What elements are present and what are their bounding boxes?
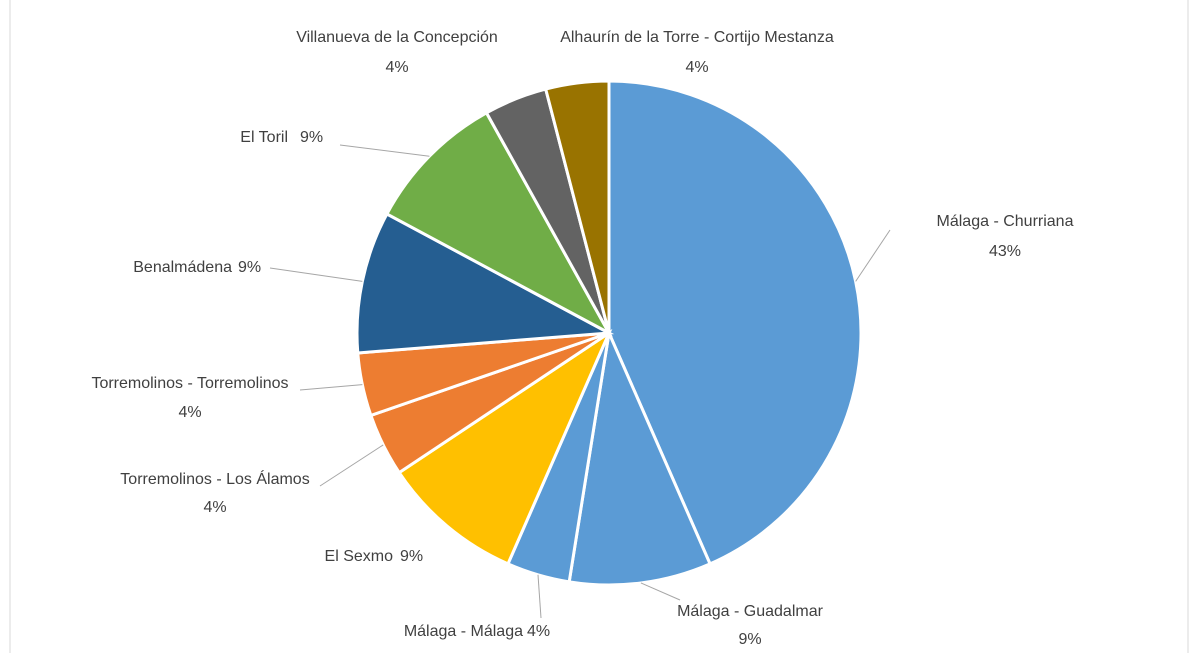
slice-label: Villanueva de la Concepción	[296, 29, 498, 46]
slice-value-label: 43%	[989, 243, 1021, 260]
slice-label: Málaga - Málaga	[404, 623, 523, 640]
slice-value-label: 9%	[300, 129, 323, 146]
slice-value-label: 9%	[738, 631, 761, 648]
leader-line	[855, 229, 891, 282]
slice-value-label: 4%	[203, 499, 226, 516]
slice-value-label: 4%	[178, 404, 201, 421]
slice-label: Alhaurín de la Torre - Cortijo Mestanza	[560, 29, 834, 46]
chart-frame	[9, 0, 1189, 653]
leader-line	[299, 384, 363, 391]
slice-label: El Toril	[240, 129, 288, 146]
leader-line	[269, 267, 363, 282]
leader-line	[339, 144, 430, 157]
slice-value-label: 4%	[527, 623, 550, 640]
slice-value-label: 4%	[385, 59, 408, 76]
pie-slice	[607, 79, 863, 566]
slice-label: Benalmádena	[133, 259, 232, 276]
leader-line	[537, 574, 542, 619]
slice-label: Torremolinos - Los Álamos	[120, 469, 309, 488]
slice-label: Málaga - Churriana	[937, 213, 1074, 230]
leader-line	[319, 444, 384, 487]
leader-line	[640, 582, 681, 601]
slice-label: El Sexmo	[325, 548, 394, 565]
slice-label: Málaga - Guadalmar	[677, 603, 824, 620]
slice-value-label: 9%	[400, 548, 423, 565]
pie-slice	[543, 79, 611, 334]
pie-slice	[397, 328, 613, 566]
slice-label: Torremolinos - Torremolinos	[91, 375, 288, 392]
pie-slice	[384, 110, 613, 337]
slice-value-label: 9%	[238, 259, 261, 276]
slice-value-label: 4%	[685, 59, 708, 76]
pie-slice	[355, 211, 615, 355]
pie-slice	[567, 327, 713, 587]
